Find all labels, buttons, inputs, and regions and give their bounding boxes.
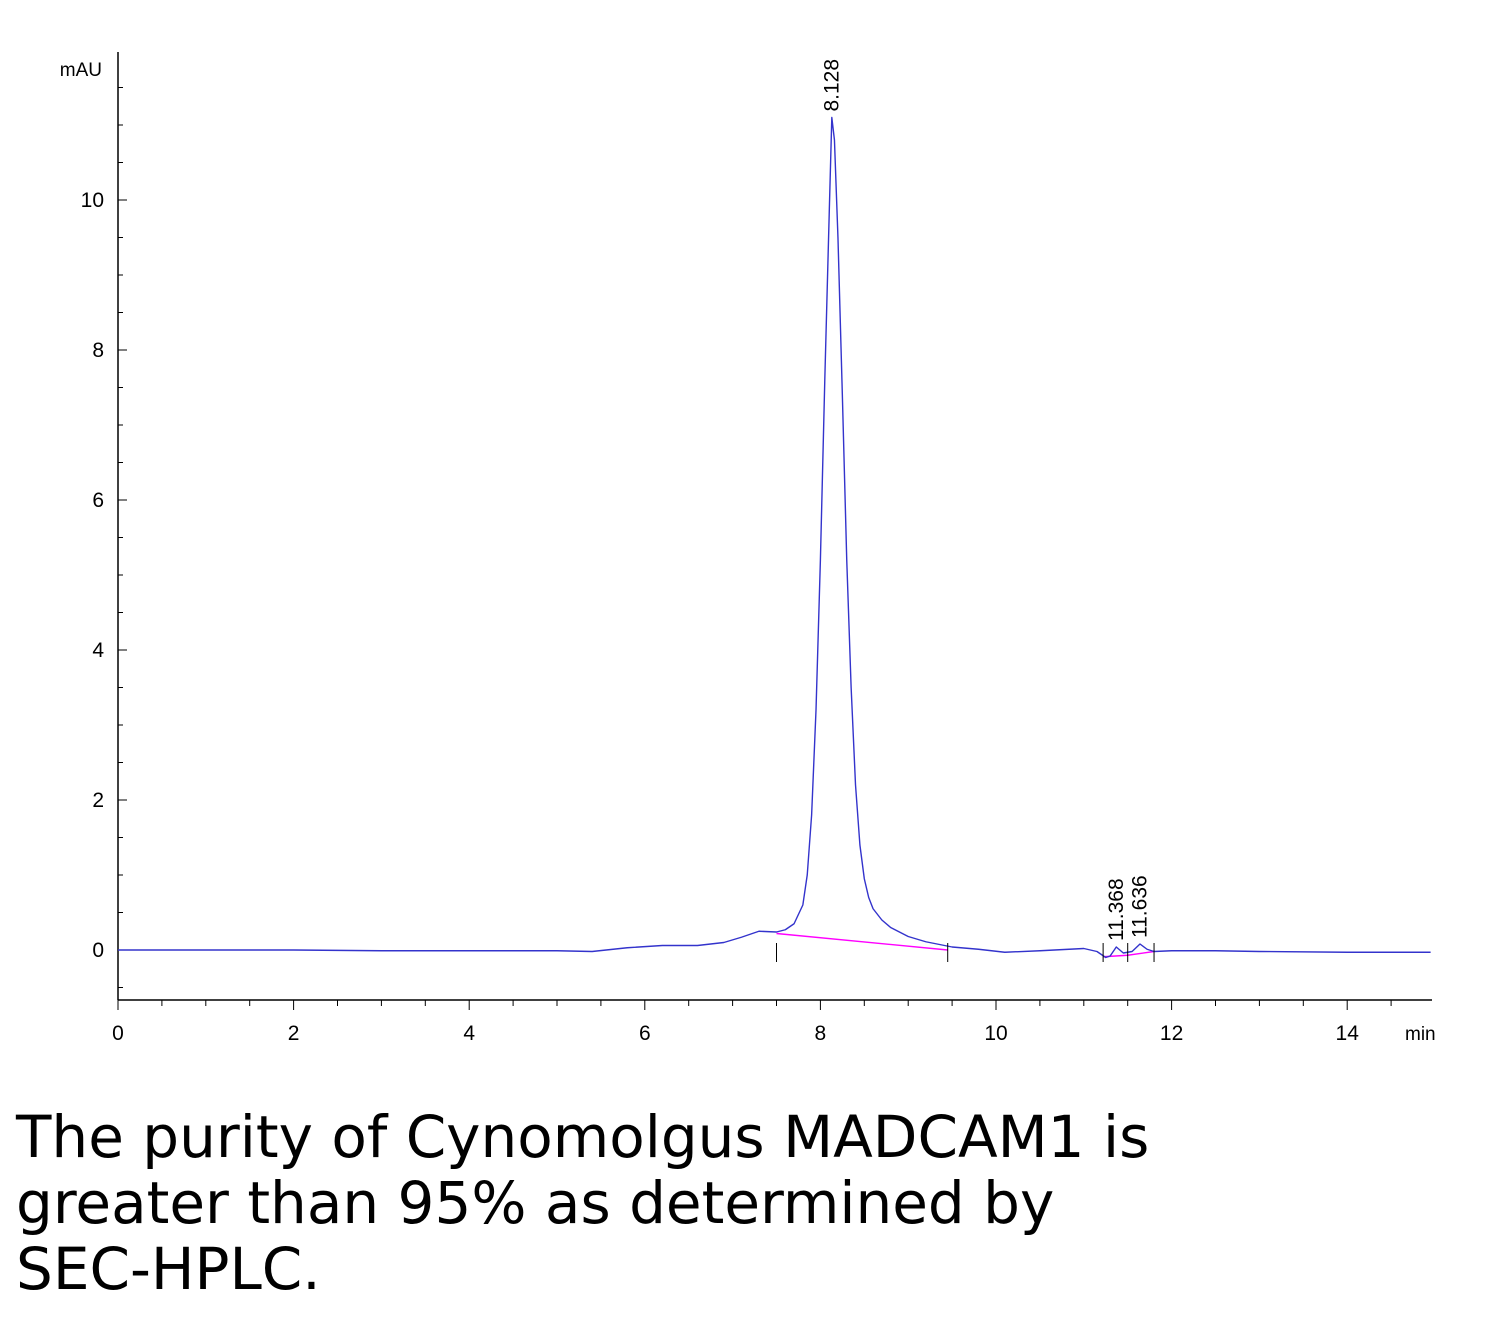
y-tick-label: 0 — [92, 939, 104, 962]
y-tick-label: 4 — [92, 639, 104, 662]
peak-labels: 8.128 11.368 11.636 — [821, 59, 1152, 941]
baseline-segment — [776, 932, 948, 951]
peak-retention-label: 11.368 — [1105, 878, 1128, 941]
integration-baselines — [776, 932, 1155, 958]
trace-line — [118, 116, 1431, 959]
y-tick-label: 10 — [81, 189, 104, 212]
chromatogram-trace — [118, 116, 1431, 959]
peak-retention-label: 11.636 — [1129, 875, 1152, 938]
x-tick-label: 6 — [639, 1022, 651, 1045]
x-tick-label: 2 — [288, 1022, 300, 1045]
y-tick-label: 8 — [92, 339, 104, 362]
integration-marks — [776, 943, 1155, 962]
peak-retention-label: 8.128 — [821, 59, 844, 112]
x-tick-label: 10 — [984, 1022, 1007, 1045]
y-axis-unit: mAU — [60, 60, 102, 81]
y-tick-label: 2 — [92, 789, 104, 812]
x-tick-label: 0 — [112, 1022, 124, 1045]
figure-caption: The purity of Cynomolgus MADCAM1 is grea… — [16, 1103, 1150, 1303]
x-axis-ticks: 0 2 4 6 8 10 12 14 — [112, 1000, 1392, 1045]
y-tick-label: 6 — [92, 489, 104, 512]
x-tick-label: 12 — [1160, 1022, 1183, 1045]
x-axis-unit: min — [1405, 1024, 1436, 1045]
x-tick-label: 8 — [815, 1022, 827, 1045]
x-tick-label: 14 — [1336, 1022, 1360, 1045]
x-tick-label: 4 — [463, 1022, 475, 1045]
y-axis-ticks: 0 2 4 6 8 10 — [81, 87, 127, 988]
chromatogram-chart: 0 2 4 6 8 10 0 2 4 6 8 10 12 14 mAU min 8.128 11.368 1… — [60, 52, 1436, 1045]
